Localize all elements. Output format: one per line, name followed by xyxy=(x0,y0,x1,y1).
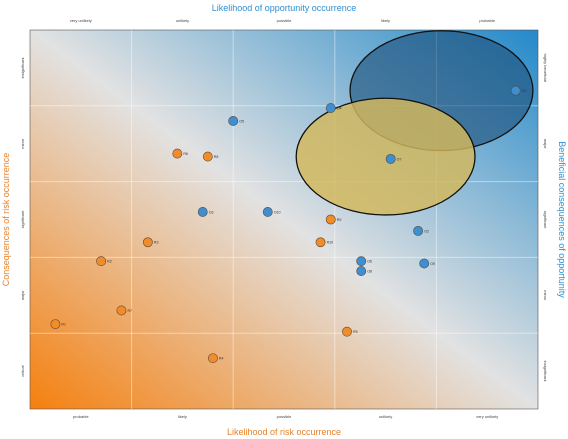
right-tick-label: minor xyxy=(543,290,548,301)
right-tick-label: major xyxy=(543,139,548,150)
opportunity-point-label: O4 xyxy=(337,106,342,110)
opportunity-point xyxy=(510,85,521,96)
opportunity-point-label: O5 xyxy=(239,119,244,123)
opportunity-point xyxy=(228,116,239,126)
risk-point xyxy=(202,151,213,162)
risk-point-label: R4 xyxy=(219,357,224,361)
left-tick-label: significant xyxy=(20,210,25,229)
opportunity-point-label: O2 xyxy=(424,229,429,233)
risk-point xyxy=(342,326,352,337)
opportunity-point xyxy=(197,207,208,217)
opportunity-point xyxy=(413,225,424,236)
right-tick-label: highly beneficial xyxy=(543,54,548,83)
top-tick-label: possible xyxy=(277,18,292,23)
bottom-tick-label: unlikely xyxy=(379,414,392,419)
top-tick-label: very unlikely xyxy=(70,18,92,23)
risk-point-label: R8 xyxy=(214,155,219,159)
top-tick-label: likely xyxy=(381,18,390,23)
risk-point-label: R1 xyxy=(61,323,66,327)
bottom-tick-label: possible xyxy=(277,414,292,419)
opportunity-point-label: O7 xyxy=(397,157,402,161)
risk-point xyxy=(172,148,183,159)
risk-point xyxy=(142,237,153,248)
risk-point-label: R10 xyxy=(327,241,334,245)
left-tick-label: major xyxy=(20,290,25,301)
opportunity-point-label: O6 xyxy=(367,260,372,264)
risk-point-label: R9 xyxy=(337,218,342,222)
top-tick-label: probable xyxy=(479,18,495,23)
opportunity-point xyxy=(419,258,430,269)
opportunity-point xyxy=(385,153,396,164)
ellipse-gold xyxy=(295,97,476,216)
risk-point-label: R2 xyxy=(107,260,112,264)
right-axis-title: Beneficial consequences of opportunity xyxy=(557,141,567,298)
left-tick-label: critical xyxy=(20,365,25,376)
opportunity-point xyxy=(356,256,367,267)
risk-point xyxy=(325,214,336,225)
risk-point-label: R6 xyxy=(183,152,188,156)
top-axis-title: Likelihood of opportunity occurrence xyxy=(212,3,357,13)
bottom-tick-label: probable xyxy=(73,414,89,419)
bottom-tick-label: likely xyxy=(178,414,187,419)
opportunity-point-label: O1 xyxy=(522,89,527,93)
risk-point-label: R3 xyxy=(154,241,159,245)
left-tick-label: minor xyxy=(20,138,25,149)
left-tick-label: insignificant xyxy=(20,57,25,79)
risk-point xyxy=(116,305,127,316)
risk-point xyxy=(50,319,61,330)
opportunity-point xyxy=(262,207,273,217)
risk-point xyxy=(207,353,218,364)
risk-point-label: R7 xyxy=(127,309,132,313)
top-tick-label: unlikely xyxy=(176,18,189,23)
opportunity-point-label: O3 xyxy=(209,210,214,214)
right-tick-label: significant xyxy=(543,211,548,230)
risk-point-label: R5 xyxy=(353,330,358,334)
opportunity-point-label: O9 xyxy=(430,262,435,266)
right-tick-label: insignificant xyxy=(543,361,548,383)
tick-labels: very unlikely unlikely possible likely proba… xyxy=(20,18,548,419)
bottom-tick-label: very unlikely xyxy=(476,414,498,419)
ellipses xyxy=(295,30,534,216)
bottom-axis-title: Likelihood of risk occurrence xyxy=(227,427,341,437)
opportunity-point-label: O8 xyxy=(367,269,372,273)
risk-point xyxy=(96,256,107,267)
opportunity-point xyxy=(325,103,336,113)
points: R1 R2 R3 R4 R5 R6 R7 R8 R9 R10 O1 O2 O3 O4 O5 O6 O7 O8 O9 O… xyxy=(50,85,527,364)
opportunity-point xyxy=(356,266,367,276)
risk-point xyxy=(315,237,326,248)
left-axis-title: Consequences of risk occurrence xyxy=(1,153,11,287)
opportunity-point-label: O10 xyxy=(274,210,281,214)
